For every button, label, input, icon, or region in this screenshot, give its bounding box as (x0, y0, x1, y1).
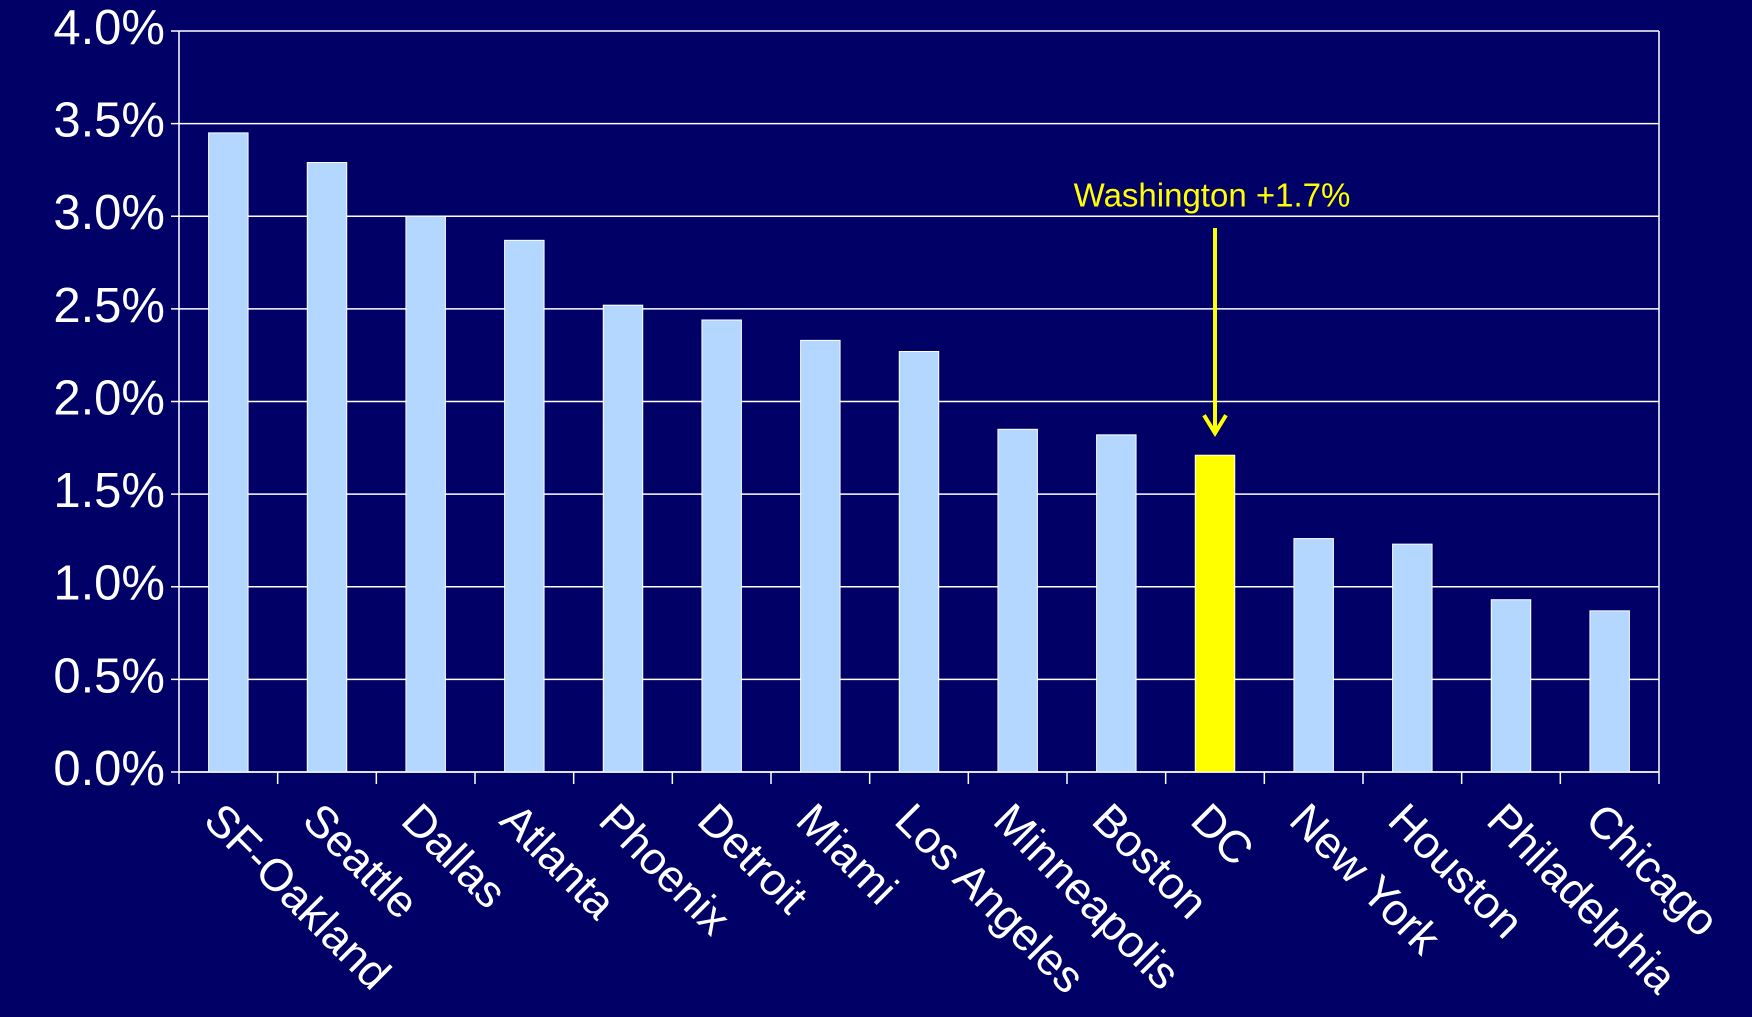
y-tick-label: 0.5% (53, 649, 165, 703)
bar (1194, 454, 1236, 773)
bar (701, 319, 742, 773)
y-tick-label: 3.0% (53, 186, 165, 240)
y-tick-label: 2.5% (53, 279, 165, 333)
annotation-arrowhead (1202, 414, 1228, 438)
bar (208, 132, 249, 773)
bar (306, 162, 348, 773)
y-tick-label: 1.0% (53, 557, 165, 611)
bar (1096, 434, 1137, 773)
bar (1490, 599, 1532, 773)
bar (1293, 538, 1334, 773)
bar (898, 350, 940, 773)
y-tick-label: 0.0% (53, 742, 165, 796)
y-tick-label: 4.0% (53, 1, 165, 55)
bar (1392, 543, 1433, 773)
y-tick-label: 3.5% (53, 94, 165, 148)
bar (405, 215, 446, 773)
bar (602, 304, 644, 773)
annotation: Washington +1.7% (1074, 177, 1351, 214)
y-tick-label: 1.5% (53, 464, 165, 518)
bar (1589, 610, 1630, 773)
bar (997, 428, 1038, 773)
bar (800, 339, 841, 773)
bar (504, 239, 545, 773)
x-tick-label: DC (1182, 793, 1264, 875)
y-tick-label: 2.0% (53, 371, 165, 425)
